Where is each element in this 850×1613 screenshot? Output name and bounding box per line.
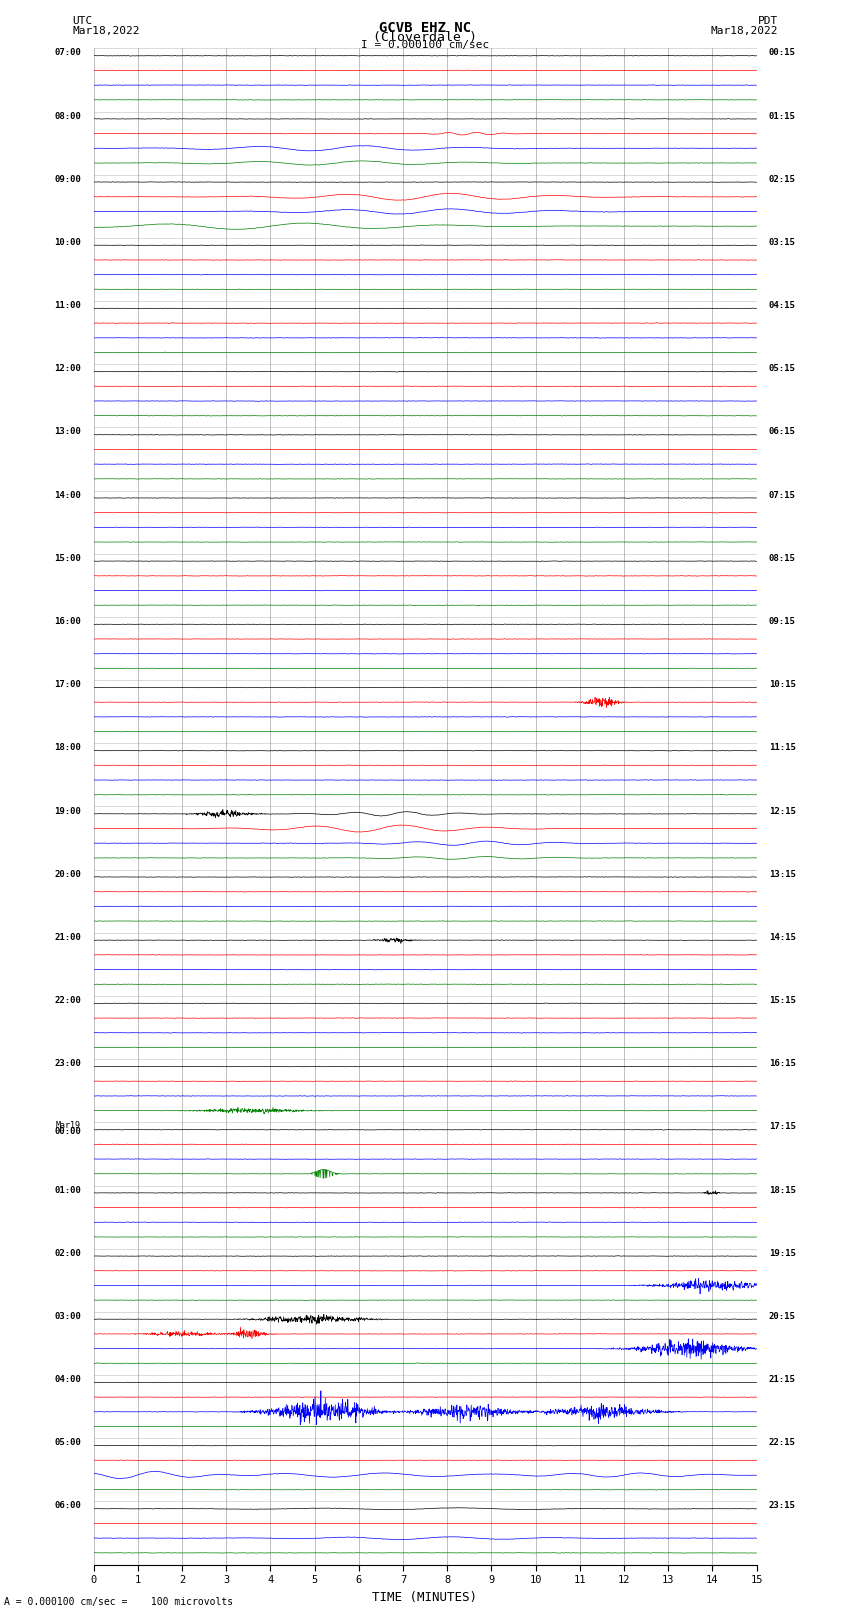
Text: 10:15: 10:15 <box>769 681 796 689</box>
Text: 07:15: 07:15 <box>769 490 796 500</box>
Text: 09:00: 09:00 <box>54 174 81 184</box>
Text: 15:00: 15:00 <box>54 553 81 563</box>
Text: 03:00: 03:00 <box>54 1311 81 1321</box>
Text: Mar19: Mar19 <box>56 1121 81 1131</box>
Text: 06:00: 06:00 <box>54 1502 81 1510</box>
Text: 02:00: 02:00 <box>54 1248 81 1258</box>
Text: 04:15: 04:15 <box>769 302 796 310</box>
Text: 09:15: 09:15 <box>769 618 796 626</box>
Text: 16:15: 16:15 <box>769 1060 796 1068</box>
Text: 06:15: 06:15 <box>769 427 796 437</box>
Text: I = 0.000100 cm/sec: I = 0.000100 cm/sec <box>361 40 489 50</box>
Text: 05:00: 05:00 <box>54 1439 81 1447</box>
Text: 14:00: 14:00 <box>54 490 81 500</box>
Text: A = 0.000100 cm/sec =    100 microvolts: A = 0.000100 cm/sec = 100 microvolts <box>4 1597 234 1607</box>
Text: 13:00: 13:00 <box>54 427 81 437</box>
Text: 23:15: 23:15 <box>769 1502 796 1510</box>
Text: 14:15: 14:15 <box>769 932 796 942</box>
Text: GCVB EHZ NC: GCVB EHZ NC <box>379 21 471 35</box>
Text: 00:00: 00:00 <box>54 1127 81 1136</box>
Text: 19:00: 19:00 <box>54 806 81 816</box>
Text: 11:15: 11:15 <box>769 744 796 752</box>
Text: (Cloverdale ): (Cloverdale ) <box>373 31 477 44</box>
Text: 17:00: 17:00 <box>54 681 81 689</box>
Text: 02:15: 02:15 <box>769 174 796 184</box>
X-axis label: TIME (MINUTES): TIME (MINUTES) <box>372 1590 478 1603</box>
Text: 07:00: 07:00 <box>54 48 81 58</box>
Text: 17:15: 17:15 <box>769 1123 796 1131</box>
Text: 19:15: 19:15 <box>769 1248 796 1258</box>
Text: 01:15: 01:15 <box>769 111 796 121</box>
Text: 22:00: 22:00 <box>54 995 81 1005</box>
Text: 11:00: 11:00 <box>54 302 81 310</box>
Text: 18:15: 18:15 <box>769 1186 796 1195</box>
Text: 21:00: 21:00 <box>54 932 81 942</box>
Text: 21:15: 21:15 <box>769 1374 796 1384</box>
Text: 13:15: 13:15 <box>769 869 796 879</box>
Text: 08:15: 08:15 <box>769 553 796 563</box>
Text: 12:15: 12:15 <box>769 806 796 816</box>
Text: 23:00: 23:00 <box>54 1060 81 1068</box>
Text: 20:00: 20:00 <box>54 869 81 879</box>
Text: 20:15: 20:15 <box>769 1311 796 1321</box>
Text: 16:00: 16:00 <box>54 618 81 626</box>
Text: 12:00: 12:00 <box>54 365 81 373</box>
Text: Mar18,2022: Mar18,2022 <box>711 26 778 35</box>
Text: 08:00: 08:00 <box>54 111 81 121</box>
Text: 22:15: 22:15 <box>769 1439 796 1447</box>
Text: 03:15: 03:15 <box>769 239 796 247</box>
Text: 10:00: 10:00 <box>54 239 81 247</box>
Text: 04:00: 04:00 <box>54 1374 81 1384</box>
Text: PDT: PDT <box>757 16 778 26</box>
Text: 05:15: 05:15 <box>769 365 796 373</box>
Text: Mar18,2022: Mar18,2022 <box>72 26 139 35</box>
Text: UTC: UTC <box>72 16 93 26</box>
Text: 18:00: 18:00 <box>54 744 81 752</box>
Text: 15:15: 15:15 <box>769 995 796 1005</box>
Text: 01:00: 01:00 <box>54 1186 81 1195</box>
Text: 00:15: 00:15 <box>769 48 796 58</box>
